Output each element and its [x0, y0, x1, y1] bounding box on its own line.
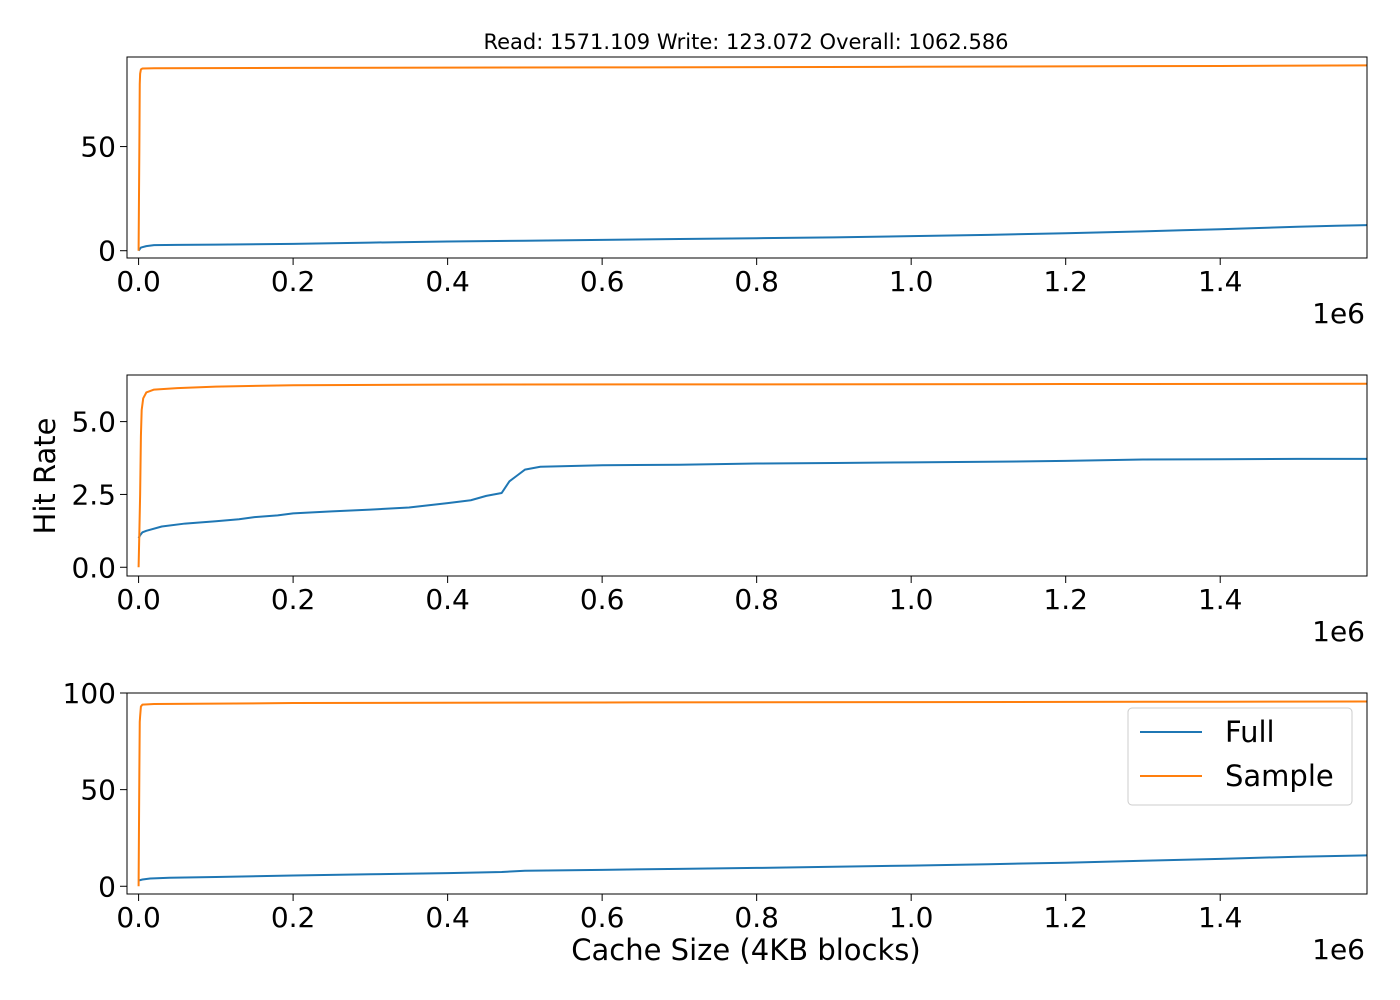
- subplot-3-axes-frame: [126, 692, 1368, 895]
- subplot-3: 0.0 0.2 0.4 0.6 0.8 1.0 1.2 1.4 0 50 100 Cache Siz…: [63, 677, 1368, 967]
- subplot-3-x-offset-text: 1e6: [1312, 933, 1365, 966]
- subplot-2-x-tick-label: 1.2: [1043, 583, 1088, 616]
- subplot-3-series-full-line: [138, 854, 1367, 882]
- subplot-2-series-blue-line: [137, 457, 1367, 539]
- subplot-3-y-tick-label: 100: [63, 677, 116, 710]
- subplot-2-x-tick-label: 0.8: [734, 583, 779, 616]
- subplot-1-x-tick-label: 1.4: [1198, 265, 1243, 298]
- subplot-3-y-tick-label: 0: [98, 870, 116, 903]
- subplot-1-x-tick-label: 1.0: [889, 265, 934, 298]
- subplot-3-x-tick-label: 0.2: [271, 901, 316, 934]
- subplot-2-x-tick-label: 0.4: [425, 583, 470, 616]
- legend-label-full: Full: [1225, 715, 1275, 749]
- subplot-1-y-tick-label: 0: [98, 235, 116, 268]
- subplot-1-plot-area: [137, 64, 1367, 252]
- subplot-3-x-tick-label: 0.6: [580, 901, 625, 934]
- subplot-3-x-tick-label: 1.0: [889, 901, 934, 934]
- subplot-2-x-tick-label: 0.0: [116, 583, 161, 616]
- subplot-3-plot-area: [137, 700, 1367, 887]
- subplot-1-x-tick-label: 0.0: [116, 265, 161, 298]
- subplot-2-y-axis-label: Hit Rate: [28, 418, 62, 535]
- subplot-2-axes-frame: [126, 374, 1368, 577]
- subplot-2-series-orange-line: [137, 382, 1367, 568]
- subplot-1-ticks: 0.0 0.2 0.4 0.6 0.8 1.0 1.2 1.4 0 50: [80, 131, 1242, 298]
- subplot-2-ticks: 0.0 0.2 0.4 0.6 0.8 1.0 1.2 1.4 0.0 2.5 5.0: [71, 406, 1242, 616]
- subplot-1-x-tick-label: 0.8: [734, 265, 779, 298]
- subplot-2-x-tick-label: 0.6: [580, 583, 625, 616]
- subplot-1: Read: 1571.109 Write: 123.072 Overall: 1…: [80, 30, 1368, 330]
- subplot-1-x-tick-label: 1.2: [1043, 265, 1088, 298]
- subplot-2-plot-area: [137, 382, 1367, 568]
- subplot-2-y-tick-label: 0.0: [71, 551, 116, 584]
- subplot-2: 0.0 0.2 0.4 0.6 0.8 1.0 1.2 1.4 0.0 2.5 5.0 Hit Ra…: [28, 374, 1368, 648]
- subplot-2-y-tick-label: 2.5: [71, 478, 116, 511]
- subplot-2-x-offset-text: 1e6: [1312, 615, 1365, 648]
- subplot-1-x-offset-text: 1e6: [1312, 297, 1365, 330]
- subplot-2-x-tick-label: 1.0: [889, 583, 934, 616]
- subplot-1-axes-frame: [126, 56, 1368, 259]
- subplot-2-y-tick-label: 5.0: [71, 406, 116, 439]
- subplot-3-x-tick-label: 0.8: [734, 901, 779, 934]
- subplot-3-x-tick-label: 0.0: [116, 901, 161, 934]
- subplot-1-x-tick-label: 0.4: [425, 265, 470, 298]
- subplot-3-series-sample-line: [137, 700, 1367, 887]
- subplot-1-x-tick-label: 0.6: [580, 265, 625, 298]
- subplot-2-x-tick-label: 0.2: [271, 583, 316, 616]
- legend: Full Sample: [1127, 707, 1353, 806]
- subplot-1-x-tick-label: 0.2: [271, 265, 316, 298]
- subplot-3-x-tick-label: 1.2: [1043, 901, 1088, 934]
- subplot-3-x-tick-label: 1.4: [1198, 901, 1243, 934]
- subplot-2-x-tick-label: 1.4: [1198, 583, 1243, 616]
- subplot-1-series-orange-line: [137, 64, 1367, 251]
- subplot-3-x-tick-label: 0.4: [425, 901, 470, 934]
- subplot-3-x-axis-label: Cache Size (4KB blocks): [571, 933, 920, 967]
- subplot-1-series-blue-line: [137, 224, 1367, 252]
- subplot-1-y-tick-label: 50: [80, 131, 116, 164]
- subplot-3-y-tick-label: 50: [80, 774, 116, 807]
- legend-label-sample: Sample: [1225, 759, 1334, 793]
- subplot-3-ticks: 0.0 0.2 0.4 0.6 0.8 1.0 1.2 1.4 0 50 100: [63, 677, 1243, 934]
- subplot-1-title: Read: 1571.109 Write: 123.072 Overall: 1…: [483, 30, 1008, 54]
